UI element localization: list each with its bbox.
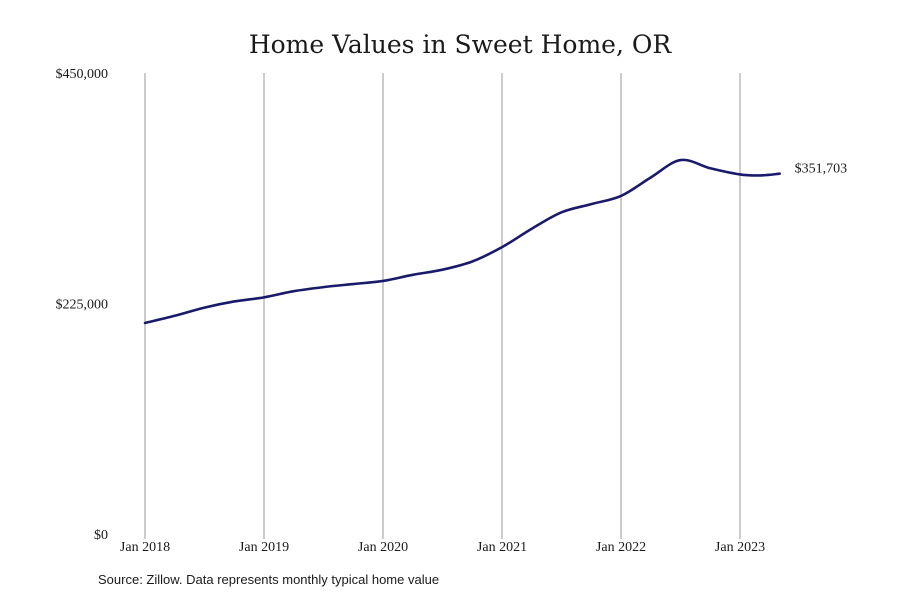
x-tick-label: Jan 2022 xyxy=(596,540,646,555)
y-tick-label: $0 xyxy=(94,528,108,543)
gridlines xyxy=(144,73,741,539)
x-tick-label: Jan 2019 xyxy=(239,540,289,555)
series-layer xyxy=(143,158,781,325)
y-axis-ticks: $0 $225,000 $450,000 xyxy=(56,67,109,543)
end-value-label: $351,703 xyxy=(795,162,848,177)
x-tick-label: Jan 2023 xyxy=(715,540,765,555)
y-tick-label: $225,000 xyxy=(56,298,109,313)
chart-title: Home Values in Sweet Home, OR xyxy=(249,30,673,59)
source-note: Source: Zillow. Data represents monthly … xyxy=(98,572,439,587)
x-tick-label: Jan 2018 xyxy=(120,540,170,555)
home-value-line xyxy=(143,158,781,325)
y-tick-label: $450,000 xyxy=(56,67,109,82)
x-tick-label: Jan 2021 xyxy=(477,540,527,555)
x-axis-ticks: Jan 2018 Jan 2019 Jan 2020 Jan 2021 Jan 2022… xyxy=(120,540,765,555)
x-tick-label: Jan 2020 xyxy=(358,540,408,555)
